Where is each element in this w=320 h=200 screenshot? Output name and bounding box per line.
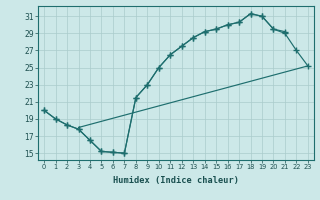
X-axis label: Humidex (Indice chaleur): Humidex (Indice chaleur) (113, 176, 239, 185)
